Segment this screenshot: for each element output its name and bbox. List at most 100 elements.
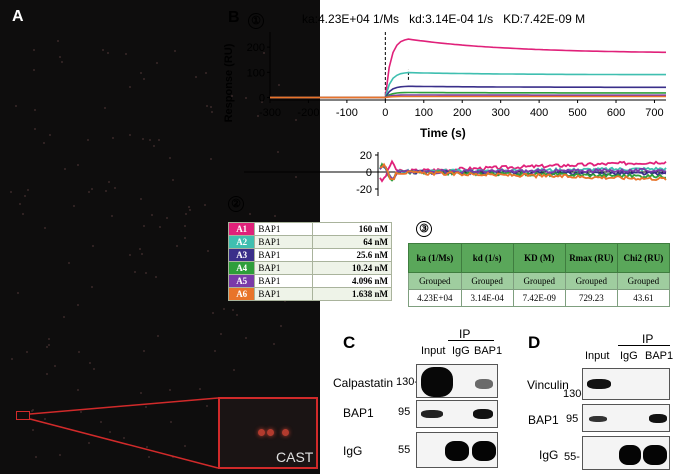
array-spot [195,76,198,79]
array-spot [263,52,266,55]
array-spot [111,215,114,218]
array-spot [42,142,45,145]
array-spot [31,410,34,413]
array-spot [169,388,172,391]
array-spot [149,139,152,142]
array-spot [166,217,169,220]
panel-c-label: C [343,333,356,352]
array-spot [278,84,281,87]
sub-label-1: ① [248,11,264,29]
array-spot [148,456,151,458]
y-tick-label: 200 [247,42,265,54]
array-spot [223,308,226,311]
array-spot [63,167,66,170]
residual-tick-label: 20 [360,150,372,162]
concentration-legend: A1 BAP1 160 nM A2 BAP1 64 nM A3 BAP1 25.6 nM A4 BA… [227,222,393,301]
array-spot [205,72,208,75]
legend-antibody: BAP1 [254,235,313,249]
x-tick-label: 0 [382,107,388,119]
row-label-c-3: IgG [343,444,363,458]
legend-swatch: A3 [227,248,256,262]
array-spot [279,324,282,327]
array-spot [79,411,82,414]
array-spot [54,364,57,367]
array-spot [276,151,279,154]
legend-swatch: A6 [227,287,256,301]
row-label-d-2: BAP1 [528,413,559,427]
array-spot [140,71,143,74]
array-spot [23,194,26,197]
array-spot [143,77,146,80]
array-spot [129,85,132,88]
array-spot [174,50,177,53]
array-spot [220,333,223,336]
lane-input-d: Input [585,350,610,362]
array-spot [248,213,251,216]
kinetics-grouped-cell: Grouped [408,272,462,290]
x-tick-label: 400 [530,107,548,119]
legend-swatch: A1 [227,222,256,236]
sensorgram-plot: Response (RU) 0 100 200 -300 -200 -100 0 100 200… [223,32,666,122]
array-spot [143,350,146,353]
array-spot [272,343,275,346]
array-spot [105,190,108,193]
array-spot [209,157,212,160]
legend-row: A5 BAP1 4.096 nM [227,274,393,288]
spot [267,429,274,436]
kinetics-header-cell: ka (1/Ms) [408,243,462,273]
lane-input-c: Input [421,345,446,357]
kinetics-value-cell: 729.23 [564,289,618,307]
x-tick-label: 200 [453,107,471,119]
array-spot [87,139,90,142]
blot-c-igg [416,432,498,468]
array-spot [88,190,91,193]
blot-d-bap1 [582,404,670,432]
array-spot [188,208,191,211]
lane-igg-d: IgG [620,350,638,362]
array-spot [109,430,112,433]
mw-c-2: 95 [398,406,411,418]
legend-row: A1 BAP1 160 nM [227,222,393,236]
legend-row: A3 BAP1 25.6 nM [227,248,393,262]
array-spot [156,61,159,64]
array-spot [46,345,49,348]
legend-swatch: A5 [227,274,256,288]
array-spot [294,176,297,179]
legend-concentration: 25.6 nM [311,248,393,262]
array-spot [203,204,206,207]
y-axis-label: Response (RU) [223,43,235,122]
legend-antibody: BAP1 [254,287,313,301]
array-spot [245,97,248,100]
array-spot [144,272,147,275]
array-spot [27,189,30,192]
kinetics-header-cell: Rmax (RU) [564,243,618,273]
lane-bap1-c: BAP1 [474,345,503,357]
x-tick-label: -300 [259,107,281,119]
row-label-d-1: Vinculin [527,378,569,392]
cast-label: CAST [276,449,314,465]
blot-c-bap1 [416,400,498,428]
array-spot [107,51,110,54]
row-label-c-2: BAP1 [343,406,374,420]
array-spot [169,157,172,160]
zoom-region-box [16,411,30,420]
panel-a-label: A [12,8,24,25]
lane-igg-c: IgG [452,345,470,357]
array-spot [59,453,62,456]
zoom-inset: CAST [218,397,318,469]
x-axis-label: Time (s) [420,126,466,140]
row-label-c-1: Calpastatin [333,376,394,390]
array-spot [48,134,51,137]
array-spot [26,351,29,354]
array-spot [89,361,92,364]
kinetics-value-cell: 43.61 [616,289,671,307]
mw-d-3: 55- [564,451,580,463]
array-spot [128,254,131,257]
array-spot [206,405,209,408]
array-spot [141,137,144,140]
array-spot [198,388,201,391]
array-spot [10,191,13,194]
kinetics-header-cell: Chi2 (RU) [616,243,671,273]
array-spot [233,368,236,371]
array-spot [108,180,111,183]
